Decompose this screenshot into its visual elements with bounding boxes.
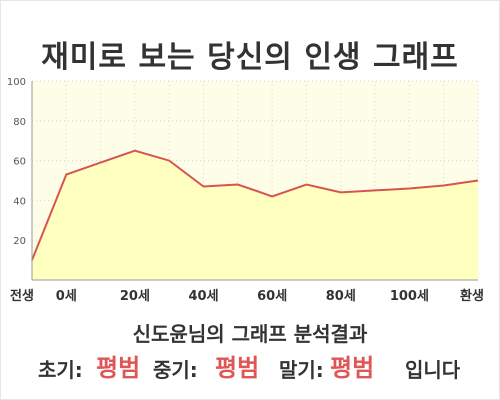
y-tick-label: 40: [13, 196, 26, 207]
series-line: [31, 149, 479, 261]
y-tick-label: 100: [7, 77, 26, 88]
late-value: 평범: [330, 354, 375, 382]
chart-title: 재미로 보는 당신의 인생 그래프: [41, 40, 459, 75]
x-tick-label: 전생: [10, 288, 34, 304]
series-area: [32, 150, 478, 280]
middle-label: 중기:: [153, 358, 198, 382]
analysis-summary: 신도윤님의 그래프 분석결과: [132, 322, 368, 346]
analysis-results: 초기: 평범 중기: 평범 말기: 평범 입니다: [0, 346, 500, 382]
x-tick-label: 20세: [120, 289, 150, 304]
x-tick-label: 60세: [257, 289, 287, 304]
middle-value: 평범: [215, 354, 260, 382]
y-tick-label: 60: [13, 157, 26, 168]
y-tick-labels: 100 80 60 40 20: [7, 77, 26, 247]
y-tick-label: 80: [13, 117, 26, 128]
late-label: 말기:: [279, 358, 324, 382]
y-tick-label: 20: [13, 236, 26, 247]
x-tick-label: 40세: [189, 289, 219, 304]
x-tick-labels: 전생 0세 20세 40세 60세 80세 100세 환생: [10, 288, 484, 304]
x-tick-label: 80세: [326, 289, 356, 304]
early-label: 초기:: [38, 358, 83, 382]
x-tick-label: 100세: [390, 289, 429, 304]
x-tick-label: 0세: [56, 289, 77, 304]
x-tick-label: 환생: [460, 288, 484, 304]
early-value: 평범: [96, 354, 141, 382]
ending-text: 입니다: [405, 358, 461, 382]
